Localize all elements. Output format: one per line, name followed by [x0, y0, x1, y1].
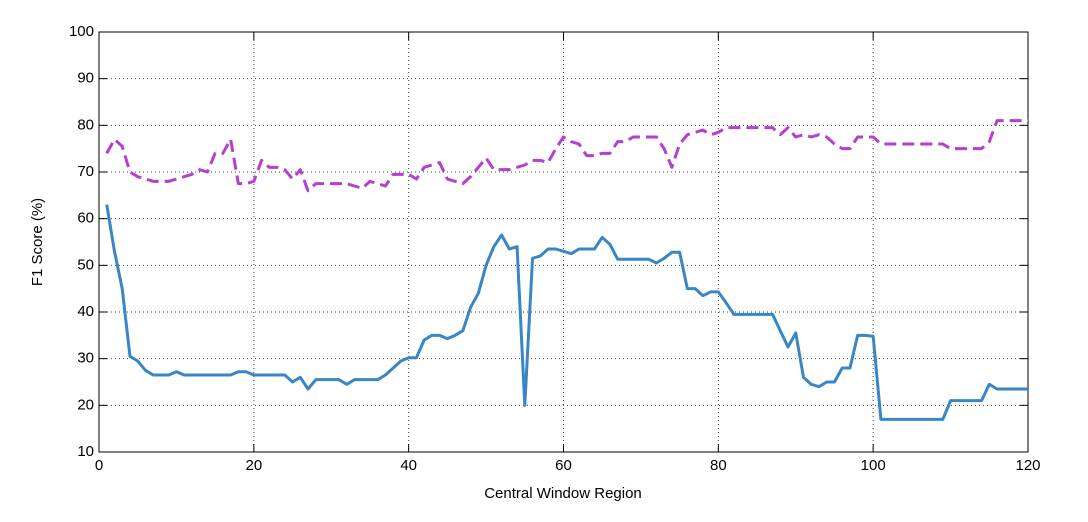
x-tick-label: 80 — [710, 457, 727, 474]
x-tick-label: 100 — [861, 457, 886, 474]
x-axis-label: Central Window Region — [484, 485, 642, 502]
y-axis-label: F1 Score (%) — [29, 198, 46, 286]
x-tick-label: 40 — [400, 457, 417, 474]
y-tick-label: 20 — [77, 396, 94, 413]
x-tick-label: 120 — [1015, 457, 1040, 474]
plot-area — [99, 32, 1028, 452]
y-tick-label: 10 — [77, 443, 94, 460]
data-line — [105, 119, 1028, 193]
x-tick-label: 0 — [95, 457, 103, 474]
y-tick-label: 40 — [77, 303, 94, 320]
y-tick-label: 70 — [77, 163, 94, 180]
y-tick-label: 50 — [77, 256, 94, 273]
y-tick-label: 30 — [77, 350, 94, 367]
data-line — [105, 204, 1028, 421]
y-tick-label: 90 — [77, 70, 94, 87]
y-tick-label: 80 — [77, 116, 94, 133]
x-tick-label: 20 — [245, 457, 262, 474]
plot-frame — [98, 31, 1029, 453]
y-tick-label: 100 — [69, 23, 94, 40]
x-tick-label: 60 — [555, 457, 572, 474]
y-tick-label: 60 — [77, 210, 94, 227]
